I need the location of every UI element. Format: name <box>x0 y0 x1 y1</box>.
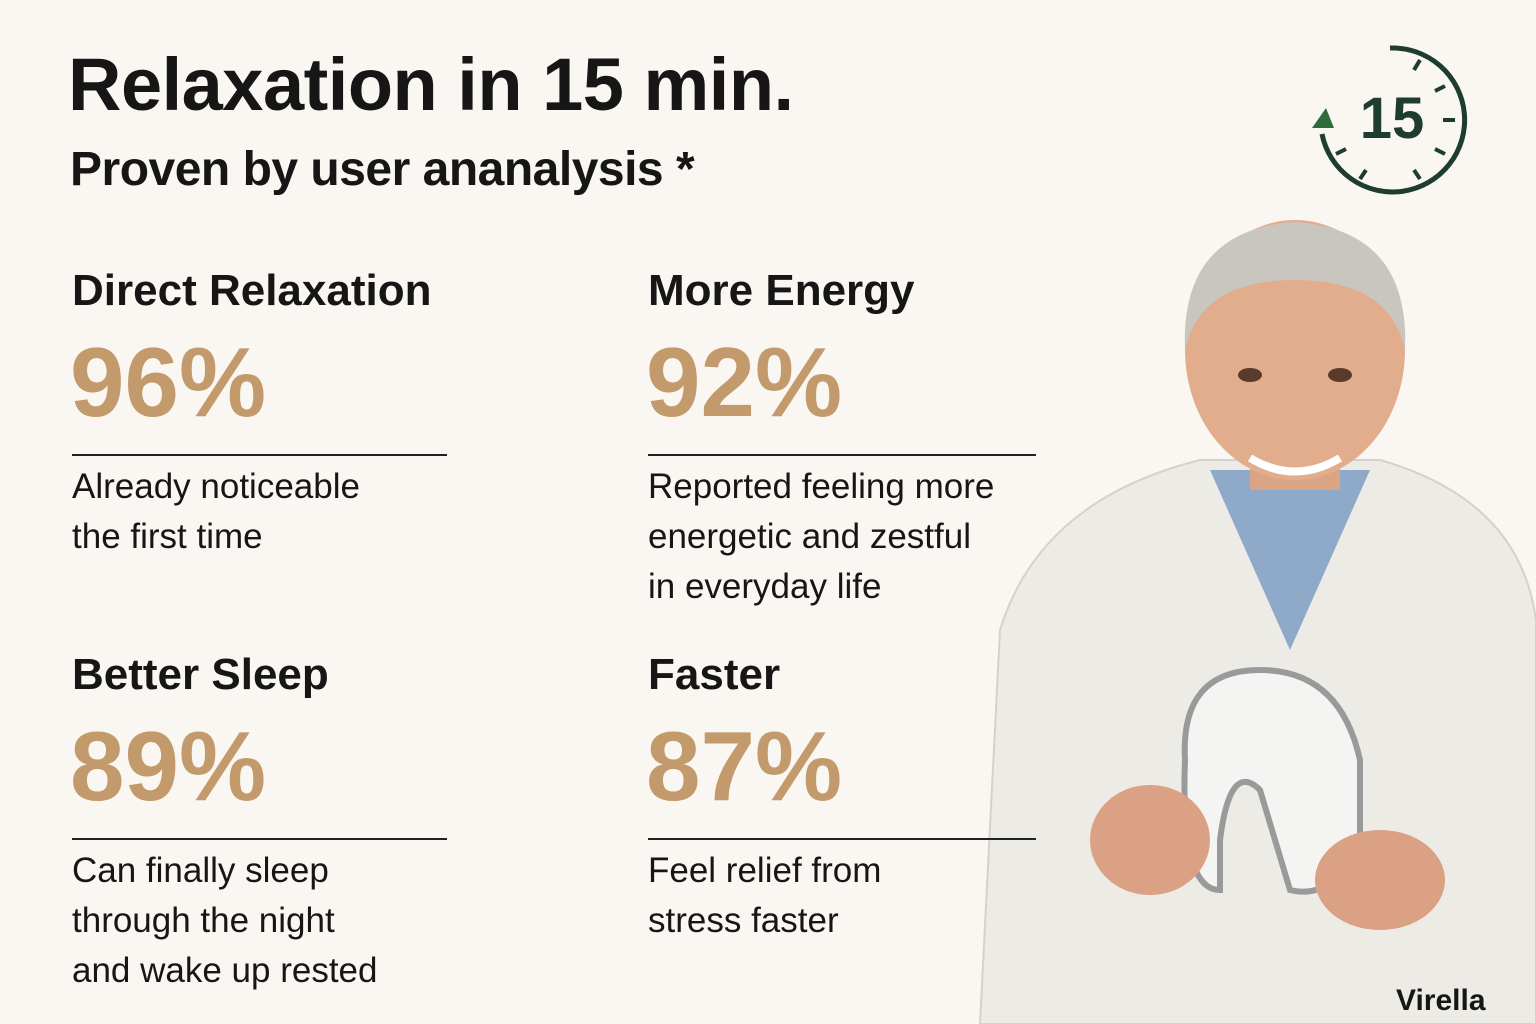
hair <box>1184 222 1406 350</box>
shirt <box>1210 470 1370 650</box>
timer-number: 15 <box>1360 86 1425 151</box>
stat-description: Can finally sleep <box>72 851 329 890</box>
subtitle: Proven by user ananalysis * <box>70 143 695 196</box>
stat-percent: 96% <box>70 327 267 437</box>
divider <box>648 838 1036 840</box>
timer-arc <box>1319 45 1468 195</box>
stat-heading: More Energy <box>648 266 915 315</box>
timer-ticks <box>1335 58 1455 181</box>
timer-arrow <box>1312 108 1334 128</box>
divider <box>72 454 447 456</box>
divider <box>72 838 447 840</box>
stat-description: the first time <box>72 517 263 556</box>
divider <box>648 454 1036 456</box>
stat-percent: 92% <box>646 327 843 437</box>
title: Relaxation in 15 min. <box>68 43 794 126</box>
stat-description: Already noticeable <box>72 467 360 506</box>
person-illustration <box>978 220 1536 1024</box>
stat-description: Feel relief from <box>648 851 882 890</box>
hand <box>1090 785 1210 895</box>
stat-description: Reported feeling more <box>648 467 995 506</box>
stat-description: and wake up rested <box>72 951 378 990</box>
stat-description: in everyday life <box>648 567 882 606</box>
stat-description: stress faster <box>648 901 839 940</box>
stat-description: energetic and zestful <box>648 517 971 556</box>
eye <box>1328 368 1352 382</box>
stat-heading: Direct Relaxation <box>72 266 432 315</box>
stat-percent: 89% <box>70 711 267 821</box>
hand <box>1315 830 1445 930</box>
eye <box>1238 368 1262 382</box>
stat-heading: Faster <box>648 650 781 699</box>
stat-heading: Better Sleep <box>72 650 329 699</box>
stat-description: through the night <box>72 901 335 940</box>
smile <box>1247 454 1343 476</box>
brand: Virella <box>1396 984 1486 1017</box>
stat-percent: 87% <box>646 711 843 821</box>
timer-icon: 15 <box>1312 45 1468 195</box>
